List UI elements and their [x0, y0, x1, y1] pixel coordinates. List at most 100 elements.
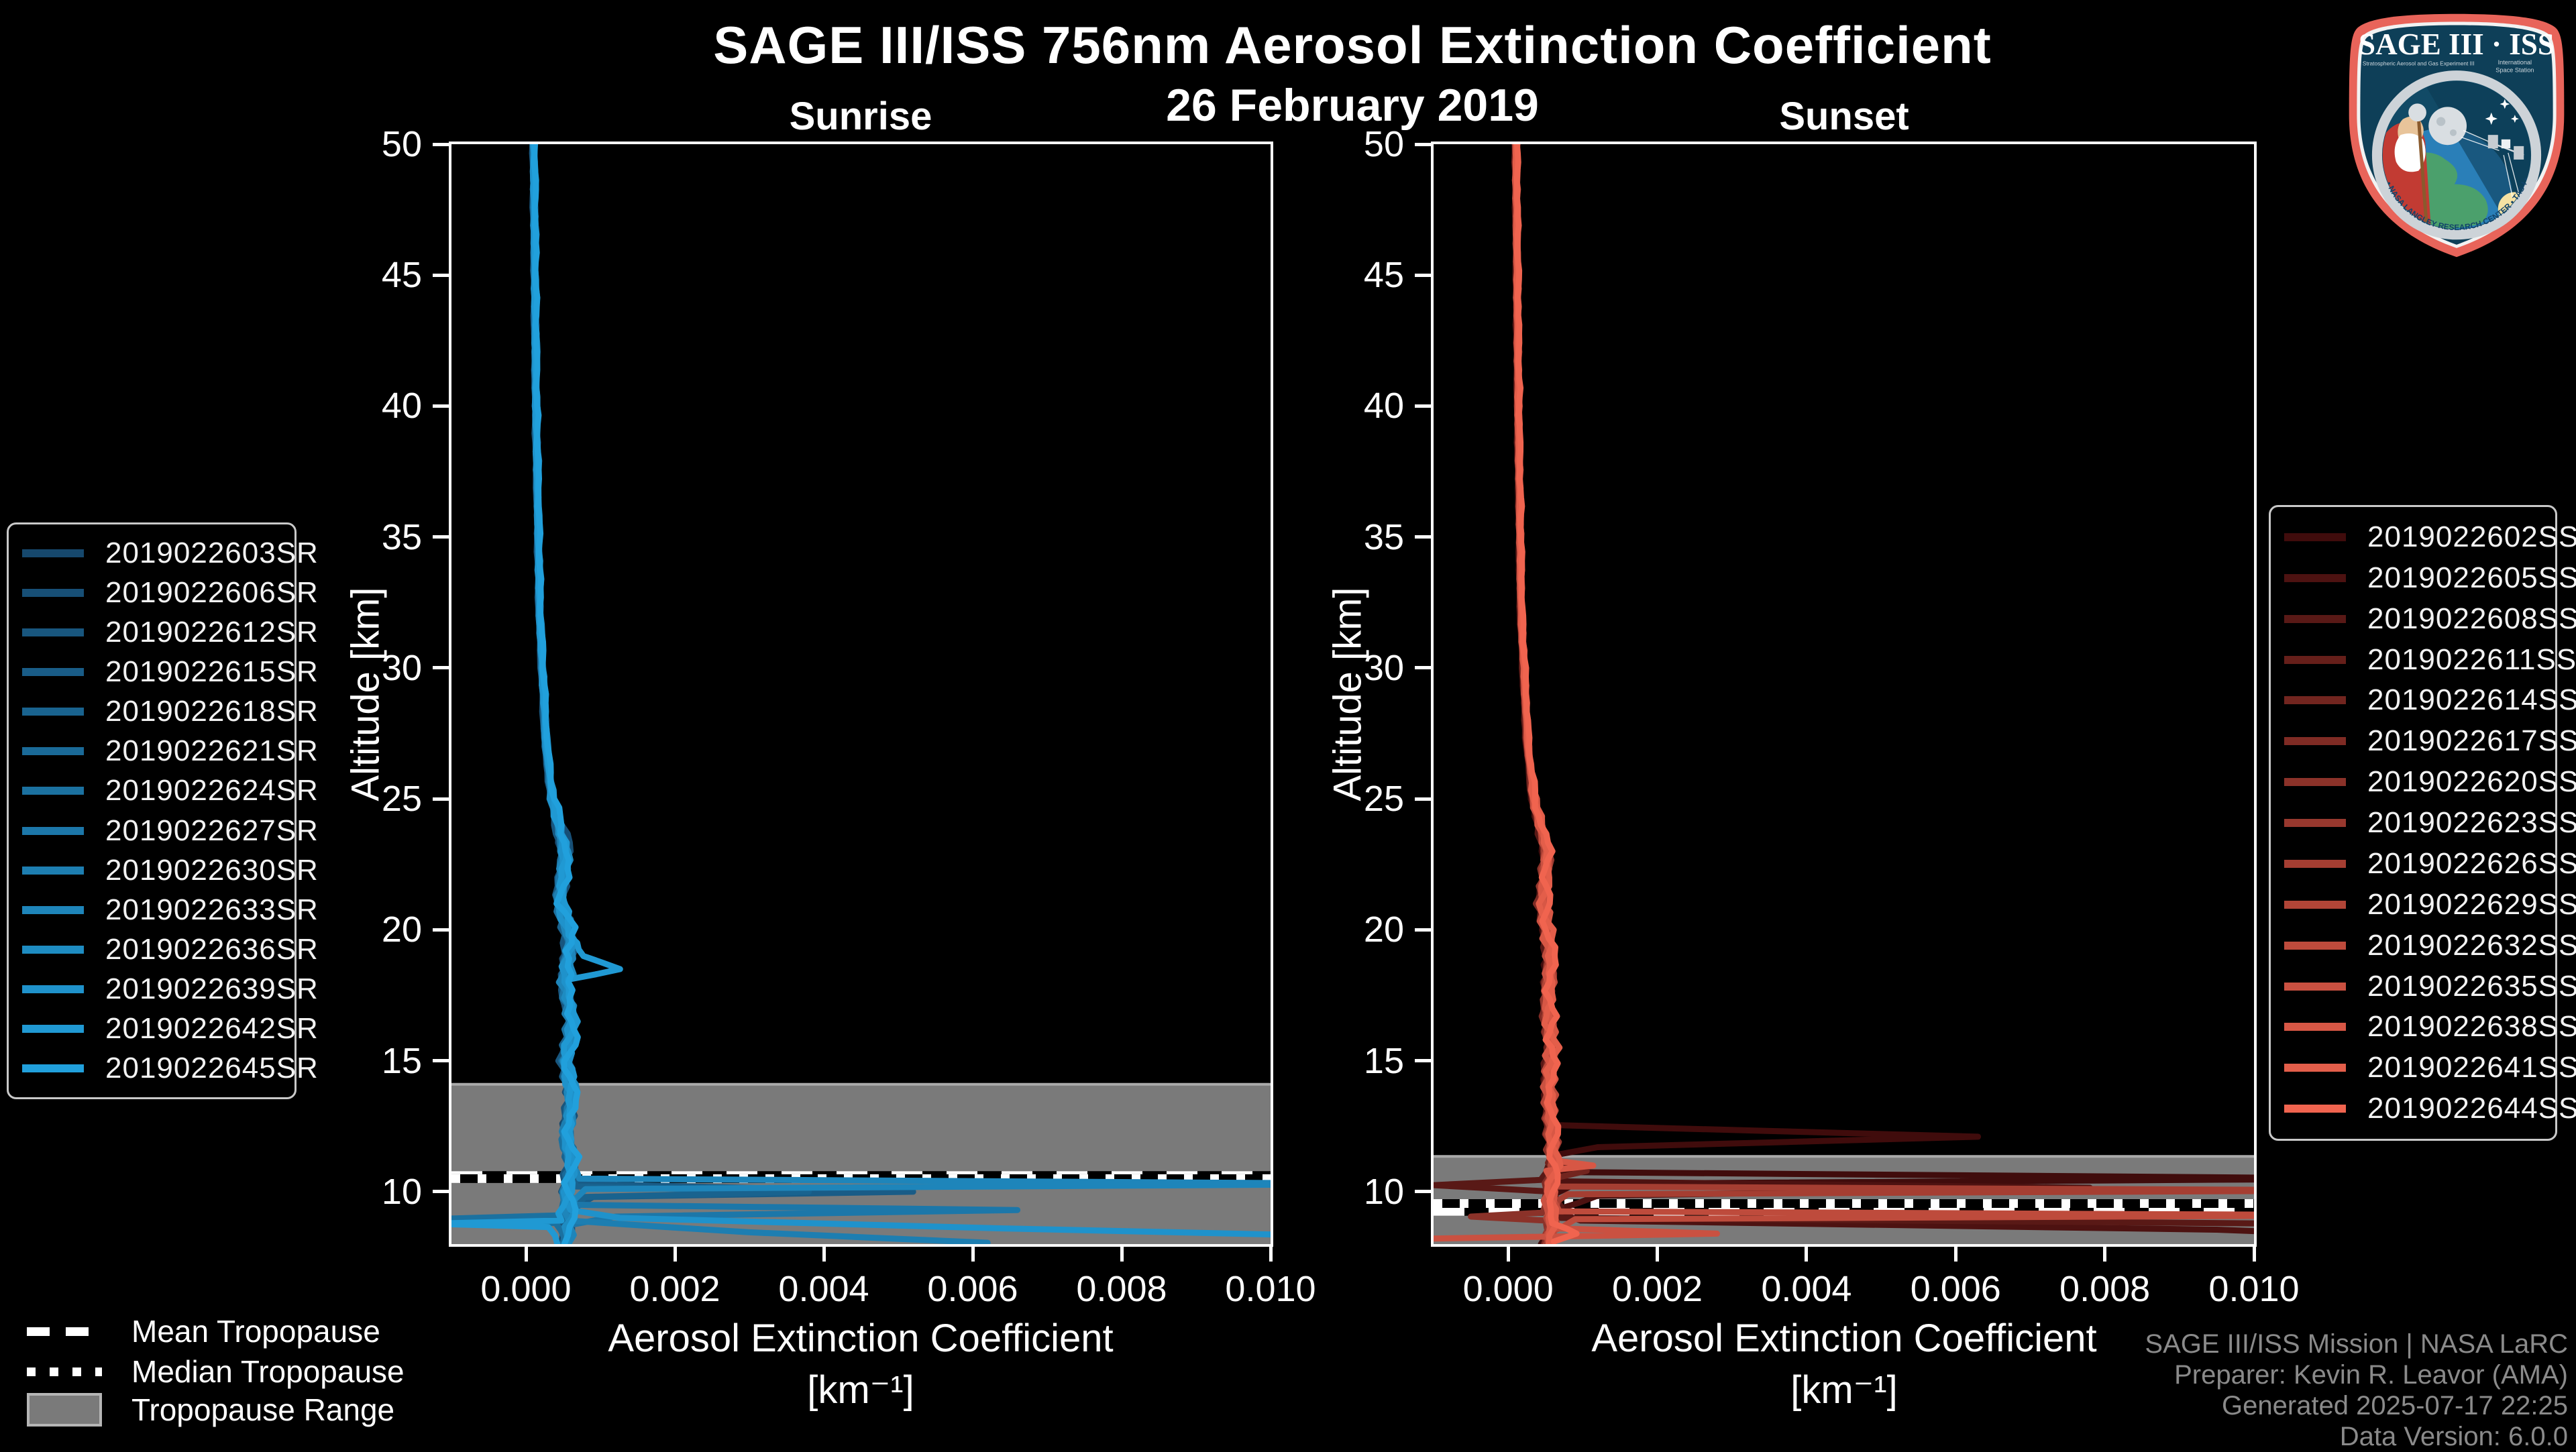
profile-2019022626SS — [1512, 144, 2254, 1244]
profile-2019022605SS — [1512, 144, 2254, 1235]
profile-2019022602SS — [1512, 144, 2254, 1244]
page-title: SAGE III/ISS 756nm Aerosol Extinction Co… — [713, 15, 1992, 74]
legend-swatch — [22, 985, 84, 993]
legend-entry-label: 2019022615SR — [105, 655, 319, 689]
y-tick-label: 15 — [1363, 1040, 1404, 1081]
legend-swatch — [2284, 941, 2346, 950]
legend-entry: 2019022630SR — [22, 854, 318, 887]
credit-line-mission: SAGE III/ISS Mission | NASA LaRC — [2145, 1329, 2568, 1359]
y-tick-label: 15 — [381, 1040, 422, 1081]
legend-entry-label: 2019022642SR — [105, 1011, 319, 1045]
logo-iss — [2487, 135, 2524, 160]
y-tick-label: 10 — [381, 1171, 422, 1212]
legend-entry-label: 2019022623SS — [2367, 806, 2576, 839]
legend-entry-label: 2019022641SS — [2367, 1051, 2576, 1084]
x-tick-label: 0.008 — [1076, 1269, 1167, 1309]
legend-swatch — [22, 589, 84, 598]
y-tick-label: 25 — [381, 779, 422, 820]
legend-entry: 2019022627SR — [22, 814, 318, 847]
x-tick — [1269, 1247, 1273, 1262]
y-tick-label: 20 — [381, 909, 422, 950]
y-tick-label: 25 — [1363, 779, 1404, 820]
legend-swatch — [2284, 655, 2346, 664]
legend-swatch — [2284, 900, 2346, 909]
legend-mean-tropopause: Mean Tropopause — [27, 1311, 380, 1351]
logo-title: SAGE III · ISS — [2359, 27, 2555, 61]
legend-entry: 2019022633SR — [22, 893, 318, 926]
x-tick-label: 0.006 — [927, 1269, 1018, 1309]
legend-swatch — [22, 945, 84, 954]
legend-entry-label: 2019022626SS — [2367, 846, 2576, 880]
legend-entry: 2019022635SS — [2284, 970, 2576, 1003]
y-tick-label: 35 — [381, 516, 422, 557]
x-tick-label: 0.004 — [1761, 1269, 1852, 1309]
legend-entry: 2019022641SS — [2284, 1051, 2576, 1084]
median-tropopause-label: Median Tropopause — [131, 1354, 405, 1389]
x-tick-label: 0.000 — [480, 1269, 572, 1309]
y-tick-label: 50 — [1363, 124, 1404, 164]
legend-swatch — [2284, 696, 2346, 705]
legend-swatch — [2284, 533, 2346, 541]
legend-swatch — [22, 826, 84, 835]
y-tick — [433, 142, 449, 146]
profile-2019022615SR — [529, 144, 916, 1244]
y-tick — [1415, 142, 1431, 146]
sunset-legend: 2019022602SS 2019022605SS 2019022608SS 2019… — [2269, 505, 2576, 1141]
legend-swatch — [2284, 819, 2346, 827]
credit-line-preparer: Preparer: Kevin R. Leavor (AMA) — [2174, 1360, 2568, 1390]
y-tick-label: 40 — [381, 386, 422, 427]
x-tick — [1120, 1247, 1124, 1262]
legend-swatch — [2284, 614, 2346, 623]
y-tick-label: 45 — [381, 255, 422, 296]
legend-entry: 2019022615SR — [22, 655, 318, 688]
legend-entry: 2019022605SS — [2284, 561, 2576, 594]
legend-entry-label: 2019022644SS — [2367, 1092, 2576, 1125]
legend-entry-label: 2019022629SS — [2367, 887, 2576, 921]
sunset-ylabel: Altitude [km] — [1326, 587, 1370, 801]
logo-subtitle-left: Stratospheric Aerosol and Gas Experiment… — [2363, 60, 2475, 67]
x-tick — [524, 1247, 528, 1262]
profile-2019022627SR — [529, 144, 1021, 1244]
profile-2019022633SR — [529, 144, 1271, 1244]
legend-entry: 2019022606SR — [22, 576, 318, 609]
logo-moon-crater — [2449, 129, 2457, 136]
legend-swatch — [22, 708, 84, 716]
logo-subtitle-right2: Space Station — [2496, 67, 2534, 74]
legend-entry-label: 2019022633SR — [105, 893, 319, 926]
sunset-plot-area — [1431, 142, 2257, 1247]
legend-swatch — [2284, 1105, 2346, 1113]
tropopause-range-swatch — [27, 1393, 102, 1427]
legend-swatch — [2284, 1064, 2346, 1072]
profile-2019022644SS — [1513, 144, 1580, 1244]
tropopause-range-label: Tropopause Range — [131, 1392, 395, 1427]
credit-line-generated: Generated 2025-07-17 22:25 — [2222, 1391, 2568, 1420]
legend-entry-label: 2019022636SR — [105, 932, 319, 966]
legend-entry: 2019022608SS — [2284, 602, 2576, 635]
legend-swatch — [22, 787, 84, 795]
y-tick — [1415, 797, 1431, 801]
y-tick-label: 20 — [1363, 909, 1404, 950]
legend-entry-label: 2019022630SR — [105, 853, 319, 887]
legend-swatch — [22, 1064, 84, 1072]
y-tick — [433, 1190, 449, 1194]
y-tick-label: 35 — [1363, 516, 1404, 557]
legend-entry: 2019022617SS — [2284, 724, 2576, 757]
legend-entry-label: 2019022608SS — [2367, 602, 2576, 635]
profile-2019022639SR — [529, 144, 1271, 1238]
legend-median-tropopause: Median Tropopause — [27, 1351, 405, 1392]
legend-swatch — [2284, 737, 2346, 746]
x-tick-label: 0.006 — [1910, 1269, 2001, 1309]
x-tick — [1805, 1247, 1809, 1262]
y-tick — [1415, 404, 1431, 408]
y-tick-label: 50 — [381, 124, 422, 164]
profile-2019022632SS — [1512, 144, 2254, 1244]
legend-entry: 2019022638SS — [2284, 1010, 2576, 1043]
sunrise-plot-area — [449, 142, 1273, 1247]
sunrise-xlabel-line2: [km⁻¹] — [807, 1368, 914, 1412]
y-tick — [1415, 273, 1431, 277]
legend-entry: 2019022621SR — [22, 734, 318, 767]
legend-swatch — [22, 1024, 84, 1033]
legend-entry: 2019022620SS — [2284, 765, 2576, 798]
x-tick-label: 0.010 — [1225, 1269, 1316, 1309]
